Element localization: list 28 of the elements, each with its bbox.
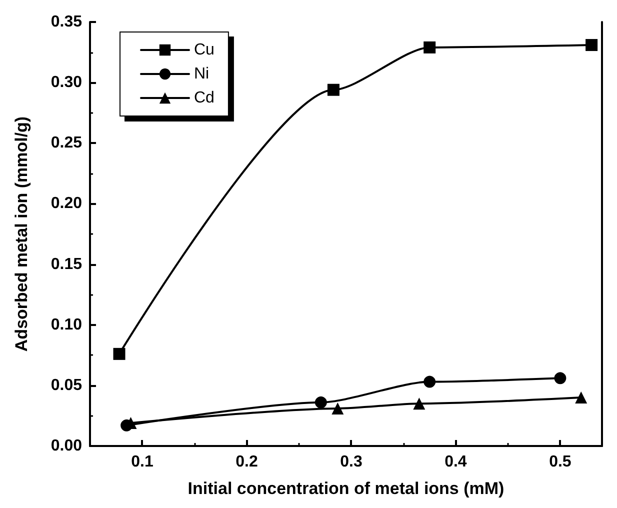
legend-label: Cd: [194, 90, 214, 106]
point: [327, 84, 340, 96]
y-tick-label: 0.30: [50, 74, 82, 92]
x-tick-label: 0.4: [444, 454, 467, 470]
y-axis-title: Adsorbed metal ion (mmol/g): [12, 116, 31, 352]
x-tick-label: 0.2: [236, 454, 258, 470]
point: [586, 39, 598, 52]
y-tick-label: 0.25: [50, 134, 82, 152]
point: [113, 348, 126, 360]
point: [424, 41, 436, 54]
x-axis-title: Initial concentration of metal ions (mM): [188, 479, 504, 498]
y-tick-label: 0.00: [50, 438, 82, 454]
x-tick-label: 0.3: [340, 454, 362, 470]
point: [575, 392, 588, 404]
y-tick-label: 0.35: [50, 14, 82, 30]
y-tick-label: 0.10: [50, 316, 82, 334]
point: [332, 402, 344, 414]
y-tick-label: 0.05: [50, 376, 82, 394]
y-tick-label: 0.20: [50, 195, 82, 212]
point: [314, 396, 327, 408]
x-tick-label: 0.5: [549, 454, 572, 470]
point: [554, 372, 566, 384]
point: [413, 398, 426, 410]
legend-label: Cu: [194, 42, 214, 58]
legend-label: Ni: [194, 66, 210, 82]
point: [424, 376, 436, 388]
y-tick-label: 0.15: [50, 256, 82, 273]
x-tick-label: 0.1: [131, 454, 154, 470]
